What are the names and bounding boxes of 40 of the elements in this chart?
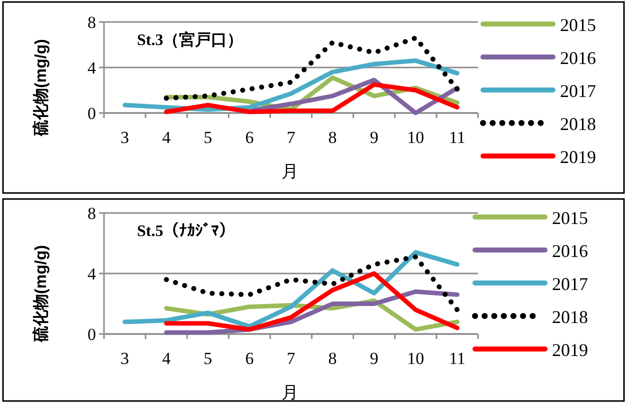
- y-tick-label: 8: [88, 204, 96, 223]
- legend-label: 2016: [552, 241, 588, 261]
- x-tick-label: 3: [120, 128, 130, 147]
- x-tick-label: 4: [162, 128, 172, 147]
- y-tick-label: 0: [88, 325, 96, 344]
- y-tick-label: 0: [88, 104, 96, 123]
- x-tick-label: 8: [328, 128, 337, 147]
- y-axis-title: 硫化物(mg/g): [32, 245, 50, 343]
- legend-label: 2015: [560, 15, 596, 35]
- x-tick-label: 6: [245, 349, 254, 368]
- x-tick-label: 9: [370, 128, 378, 147]
- legend-label: 2019: [552, 340, 588, 360]
- legend-label: 2018: [552, 307, 588, 327]
- x-tick-label: 9: [370, 349, 378, 368]
- legend-label: 2016: [560, 48, 596, 68]
- y-axis-title: 硫化物(mg/g): [32, 39, 50, 137]
- y-tick-label: 8: [88, 13, 96, 32]
- y-tick-label: 4: [88, 264, 96, 284]
- x-tick-label: 7: [286, 349, 296, 368]
- x-tick-label: 10: [407, 128, 424, 147]
- x-tick-label: 6: [245, 128, 254, 147]
- text: St.3（宮戸口）: [137, 30, 244, 49]
- x-tick-label: 11: [449, 128, 466, 147]
- legend-label: 2019: [560, 147, 596, 167]
- x-axis-title: 月: [282, 162, 298, 181]
- x-tick-label: 4: [162, 349, 172, 368]
- text: St.5（ﾅｶｼﾞﾏ）: [137, 222, 236, 240]
- legend-label: 2018: [560, 114, 596, 134]
- x-tick-label: 8: [328, 349, 337, 368]
- x-tick-label: 7: [286, 128, 296, 147]
- x-tick-label: 10: [407, 349, 424, 368]
- y-tick-label: 4: [88, 58, 96, 78]
- x-tick-label: 11: [449, 349, 466, 368]
- x-tick-label: 3: [120, 349, 130, 368]
- legend-label: 2017: [552, 274, 588, 294]
- x-tick-label: 5: [204, 349, 212, 368]
- legend-label: 2015: [552, 208, 588, 228]
- x-tick-label: 5: [204, 128, 212, 147]
- x-axis-title: 月: [282, 383, 298, 402]
- legend-label: 2017: [560, 81, 596, 101]
